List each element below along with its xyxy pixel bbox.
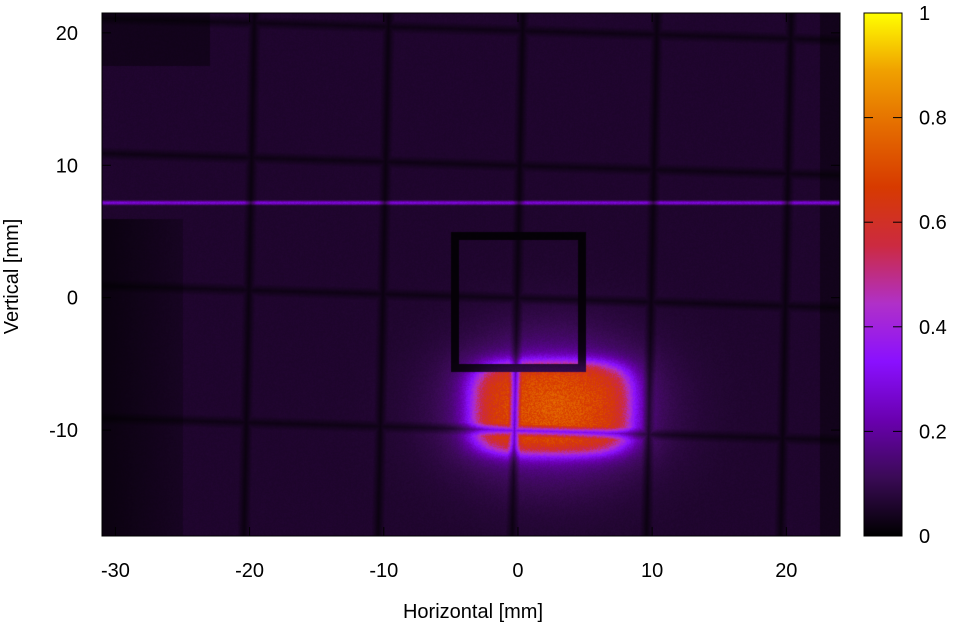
colorbar-tick-label: 0 xyxy=(919,526,930,548)
x-tick-label: 10 xyxy=(641,560,663,582)
y-tick-label: 0 xyxy=(67,288,78,310)
colorbar-frame xyxy=(863,12,903,537)
x-axis-ticks: -30 -20 -10 0 10 20 xyxy=(101,13,797,582)
x-tick-label: -20 xyxy=(235,560,264,582)
colorbar-tick-label: 0.6 xyxy=(919,212,947,234)
colorbar-tick-label: 0.2 xyxy=(919,421,947,443)
x-tick-label: 20 xyxy=(775,560,797,582)
colorbar-tick-label: 1 xyxy=(919,3,930,25)
colorbar: 0 0.2 0.4 0.6 0.8 1 xyxy=(863,3,947,548)
colorbar-tick-label: 0.4 xyxy=(919,317,947,339)
x-axis-label: Horizontal [mm] xyxy=(403,601,543,623)
y-tick-label: 10 xyxy=(56,155,78,177)
y-tick-label: 20 xyxy=(56,23,78,45)
x-tick-label: -30 xyxy=(101,560,130,582)
y-axis-ticks: -10 0 10 20 xyxy=(49,23,840,442)
x-tick-label: 0 xyxy=(512,560,523,582)
heatmap-image xyxy=(102,13,840,536)
plot-area xyxy=(102,13,840,536)
colorbar-tick-label: 0.8 xyxy=(919,108,947,130)
y-axis-label: Vertical [mm] xyxy=(1,219,23,335)
plot-frame xyxy=(101,12,841,537)
colorbar-gradient xyxy=(864,13,902,536)
x-tick-label: -10 xyxy=(369,560,398,582)
y-tick-label: -10 xyxy=(49,420,78,442)
colorbar-ticks: 0 0.2 0.4 0.6 0.8 1 xyxy=(864,3,947,548)
